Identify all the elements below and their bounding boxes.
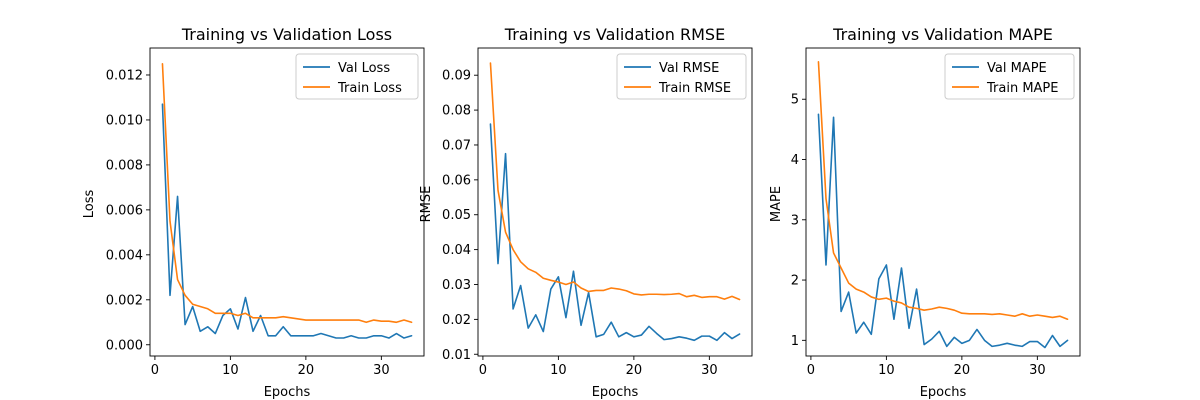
mape-ytick-label: 3 — [791, 213, 799, 228]
rmse-ytick-label: 0.03 — [442, 278, 471, 293]
rmse-series-val-line — [489, 123, 741, 342]
loss-ytick-label: 0.008 — [106, 158, 143, 173]
rmse-legend: Val RMSE Train RMSE — [616, 53, 747, 100]
mape-series-val-line — [817, 113, 1069, 349]
rmse-legend-label-train: Train RMSE — [658, 81, 731, 96]
mape-ytick-label: 5 — [791, 93, 799, 108]
loss-xtick-label: 0 — [151, 363, 159, 378]
loss-series-train-line — [161, 62, 413, 324]
mape-ytick-label: 4 — [791, 153, 799, 168]
loss-ytick-label: 0.006 — [106, 203, 143, 218]
rmse-chart-marks: 0 10 20 30 0.01 0.02 0.03 0.04 0.05 0.06 0.07 0.08 0… — [442, 47, 753, 378]
loss-legend-label-val: Val Loss — [338, 61, 390, 76]
rmse-xtick-label: 20 — [626, 363, 643, 378]
loss-ytick-label: 0.012 — [106, 68, 143, 83]
rmse-xtick-label: 0 — [479, 363, 487, 378]
loss-xtick-label: 20 — [298, 363, 315, 378]
loss-series-val-line — [161, 103, 413, 339]
mape-chart-ylabel: MAPE — [769, 186, 784, 222]
loss-xtick-label: 30 — [373, 363, 390, 378]
rmse-ytick-label: 0.08 — [442, 104, 471, 119]
mape-xtick-label: 10 — [878, 363, 895, 378]
loss-ytick-label: 0.004 — [106, 248, 143, 263]
mape-xtick-label: 20 — [954, 363, 971, 378]
rmse-ytick-label: 0.06 — [442, 173, 471, 188]
rmse-chart-title: Training vs Validation RMSE — [504, 25, 725, 44]
mape-chart-title: Training vs Validation MAPE — [832, 25, 1053, 44]
loss-ytick-label: 0.002 — [106, 293, 143, 308]
rmse-ytick-label: 0.05 — [442, 208, 471, 223]
loss-ytick-label: 0.010 — [106, 113, 143, 128]
loss-axes-frame — [149, 47, 425, 357]
loss-legend-label-train: Train Loss — [337, 81, 402, 96]
mape-ytick-label: 2 — [791, 274, 799, 289]
loss-chart: Training vs Validation Loss 0 10 20 30 0.000… — [82, 25, 425, 400]
rmse-xtick-label: 10 — [550, 363, 567, 378]
rmse-ytick-label: 0.02 — [442, 313, 471, 328]
mape-chart: Training vs Validation MAPE 0 10 20 30 1 2 3 4 5… — [769, 25, 1081, 400]
mape-xtick-label: 0 — [807, 363, 815, 378]
mape-legend-label-train: Train MAPE — [986, 81, 1059, 96]
mape-legend-label-val: Val MAPE — [987, 61, 1047, 76]
mape-chart-xlabel: Epochs — [920, 385, 967, 400]
loss-xtick-label: 10 — [222, 363, 239, 378]
rmse-series-train-line — [489, 62, 741, 301]
mape-ytick-label: 1 — [791, 334, 799, 349]
mape-xtick-label: 30 — [1029, 363, 1046, 378]
rmse-chart: Training vs Validation RMSE 0 10 20 300.010… — [419, 25, 753, 400]
rmse-chart-xlabel: Epochs — [592, 385, 639, 400]
loss-chart-xlabel: Epochs — [264, 385, 311, 400]
loss-chart-title: Training vs Validation Loss — [181, 25, 392, 44]
loss-chart-marks: 0 10 20 30 0.000 0.002 0.004 0.006 0.008 0.010 0.0… — [106, 47, 425, 378]
rmse-legend-label-val: Val RMSE — [659, 61, 719, 76]
loss-legend: Val Loss Train Loss — [295, 53, 419, 100]
rmse-ytick-label: 0.04 — [442, 243, 471, 258]
rmse-axes-frame — [477, 47, 753, 357]
mape-chart-marks: 0 10 20 30 1 2 3 4 5 Val MAPE Train MAPE — [791, 47, 1081, 378]
loss-ytick-label: 0.000 — [106, 338, 143, 353]
rmse-ytick-label: 0.07 — [442, 138, 471, 153]
rmse-ytick-label: 0.09 — [442, 69, 471, 84]
mape-series-train-line — [817, 61, 1069, 321]
mape-axes-frame — [805, 47, 1081, 357]
rmse-ytick-label: 0.01 — [442, 348, 471, 363]
loss-chart-ylabel: Loss — [82, 190, 97, 219]
mape-legend: Val MAPE Train MAPE — [944, 53, 1075, 100]
rmse-xtick-label: 30 — [701, 363, 718, 378]
rmse-chart-ylabel: RMSE — [419, 186, 434, 223]
